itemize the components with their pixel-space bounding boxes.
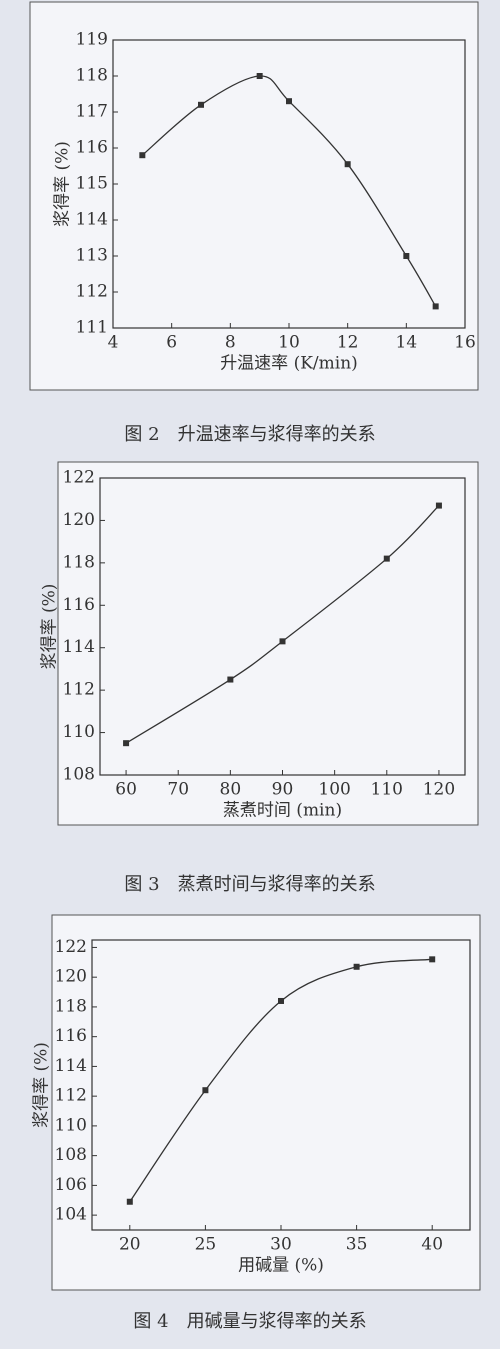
y-tick-label: 112 — [76, 282, 108, 302]
marker — [344, 161, 351, 168]
y-tick-label: 116 — [55, 1026, 87, 1046]
y-tick-label: 122 — [63, 468, 95, 488]
marker — [139, 152, 146, 159]
x-tick-label: 14 — [396, 333, 418, 353]
line — [129, 958, 433, 1203]
marker — [126, 1198, 133, 1205]
marker — [256, 73, 263, 79]
y-tick-label: 111 — [76, 318, 108, 338]
x-tick-label: 25 — [195, 1235, 217, 1255]
marker — [353, 963, 360, 970]
x-tick-label: 8 — [225, 333, 236, 353]
marker — [123, 740, 130, 747]
marker — [286, 98, 292, 105]
x-tick-label: 4 — [108, 333, 119, 353]
chart-frame — [29, 1, 479, 391]
y-tick-label: 122 — [55, 937, 87, 957]
y-tick-label: 117 — [76, 102, 108, 122]
x-tick-label: 110 — [371, 780, 403, 800]
y-tick-label: 114 — [55, 1056, 87, 1076]
y-tick-label: 115 — [76, 174, 108, 194]
marker — [429, 956, 436, 963]
x-tick-label: 6 — [166, 333, 177, 353]
marker — [278, 997, 284, 1004]
y-tick-label: 110 — [63, 722, 95, 742]
y-tick-label: 114 — [63, 637, 95, 657]
y-tick-label: 108 — [63, 765, 95, 785]
y-tick-label: 112 — [55, 1086, 87, 1106]
marker — [202, 1087, 209, 1094]
marker — [403, 253, 410, 259]
x-tick-label: 100 — [318, 780, 350, 800]
marker — [198, 101, 204, 108]
y-axis-label: 浆得率 (%) — [32, 1042, 52, 1128]
y-axis-label: 浆得率 (%) — [53, 141, 73, 227]
marker — [432, 303, 439, 310]
marker — [435, 502, 442, 509]
caption: 图 4 用碱量与浆得率的关系 — [133, 1311, 366, 1332]
y-axis-label: 浆得率 (%) — [40, 584, 60, 670]
x-tick-label: 70 — [167, 780, 189, 800]
x-tick-label: 35 — [346, 1235, 368, 1255]
x-tick-label: 40 — [421, 1235, 443, 1255]
chart-frame — [51, 914, 481, 1291]
x-tick-label: 60 — [115, 780, 137, 800]
y-tick-label: 108 — [55, 1145, 87, 1165]
marker — [279, 638, 286, 645]
y-tick-label: 112 — [63, 680, 95, 700]
y-tick-label: 116 — [76, 138, 108, 158]
chart-frame — [57, 461, 479, 826]
y-tick-label: 104 — [55, 1205, 87, 1225]
x-axis-label: 蒸煮时间 (min) — [223, 801, 342, 821]
x-tick-label: 10 — [278, 333, 300, 353]
y-tick-label: 120 — [63, 510, 95, 530]
x-tick-label: 30 — [270, 1235, 292, 1255]
y-tick-label: 118 — [63, 552, 95, 572]
y-tick-label: 120 — [55, 967, 87, 987]
x-tick-label: 120 — [423, 780, 455, 800]
y-tick-label: 118 — [55, 996, 87, 1016]
caption: 图 2 升温速率与浆得率的关系 — [124, 424, 375, 445]
y-tick-label: 110 — [55, 1115, 87, 1135]
x-tick-label: 16 — [454, 333, 476, 353]
x-tick-label: 12 — [337, 333, 359, 353]
caption: 图 3 蒸煮时间与浆得率的关系 — [124, 874, 375, 895]
y-tick-label: 116 — [63, 595, 95, 615]
y-tick-label: 118 — [76, 66, 108, 86]
marker — [227, 676, 234, 683]
y-tick-label: 119 — [76, 30, 108, 50]
x-tick-label: 80 — [220, 780, 242, 800]
y-tick-label: 106 — [55, 1175, 87, 1195]
x-axis-label: 用碱量 (%) — [238, 1256, 324, 1276]
marker — [383, 555, 390, 562]
x-tick-label: 20 — [119, 1235, 141, 1255]
y-tick-label: 114 — [76, 210, 108, 230]
x-axis-label: 升温速率 (K/min) — [220, 354, 358, 374]
y-tick-label: 113 — [76, 246, 108, 266]
x-tick-label: 90 — [272, 780, 294, 800]
